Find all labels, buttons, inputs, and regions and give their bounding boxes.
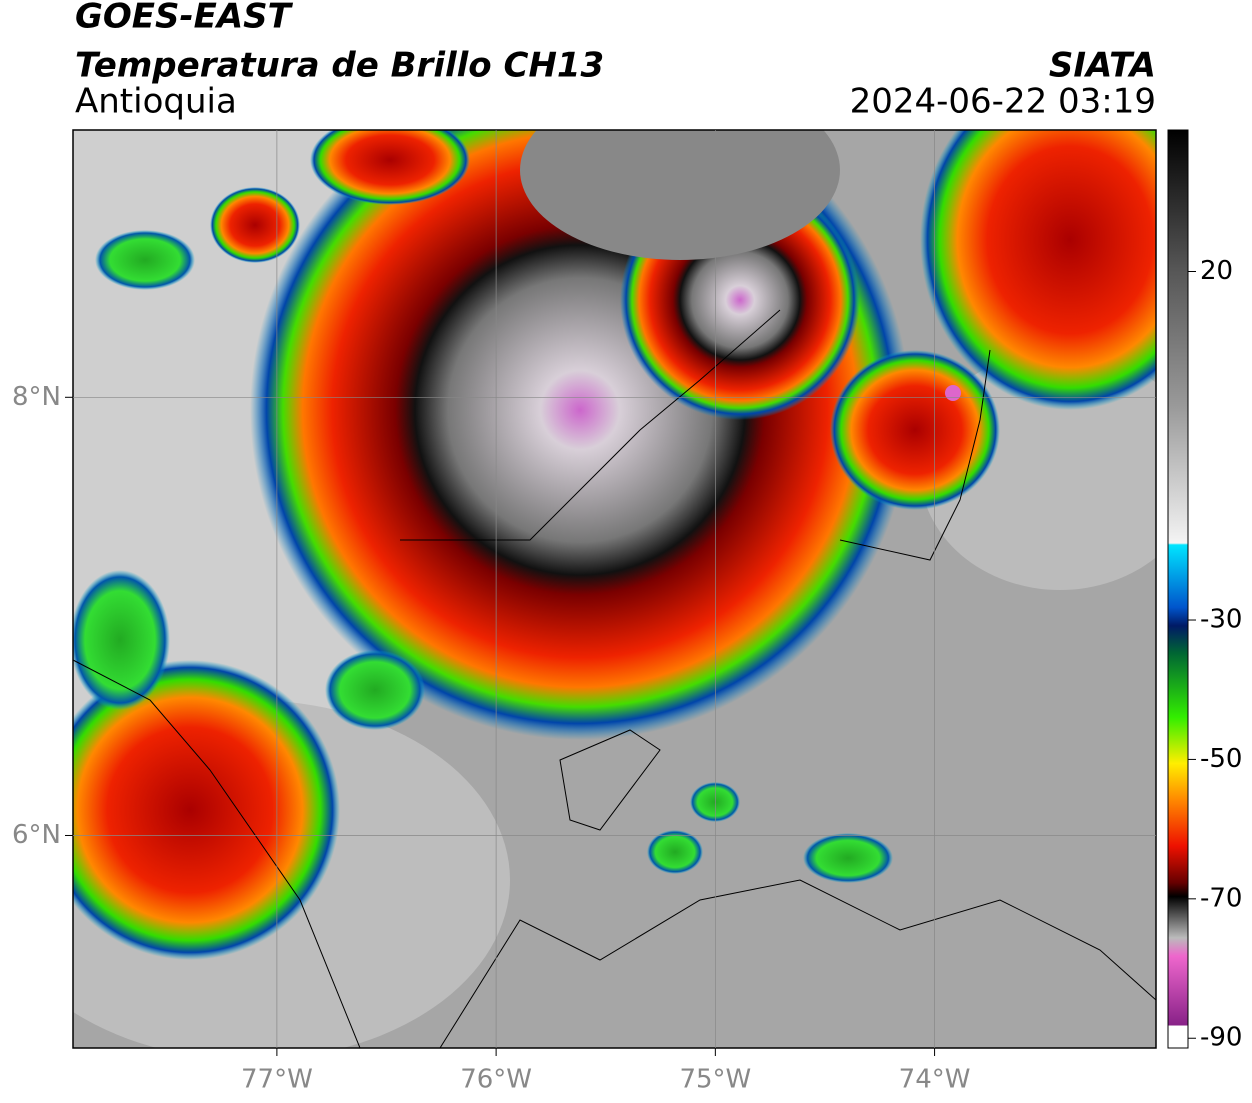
lat-tick-label: 6°N [12, 820, 61, 850]
colorbar-tick-label: -90 [1200, 1023, 1242, 1053]
colorbar [1167, 129, 1189, 1049]
region: Antioquia [75, 82, 237, 122]
colorbar-tick-label: -50 [1200, 744, 1242, 774]
title: GOES-EAST [75, 0, 294, 37]
source: SIATA [1049, 46, 1156, 86]
colorbar-tick-label: 20 [1200, 256, 1233, 286]
lon-tick-label: 75°W [679, 1065, 751, 1095]
timestamp: 2024-06-22 03:19 [850, 82, 1156, 122]
lon-tick-label: 76°W [460, 1065, 532, 1095]
lat-tick-label: 8°N [12, 382, 61, 412]
subtitle: Temperatura de Brillo CH13 [75, 46, 604, 86]
satellite-image [73, 130, 1156, 1048]
colorbar-tick-label: -70 [1200, 883, 1242, 913]
lon-tick-label: 74°W [899, 1065, 971, 1095]
map-frame [72, 129, 1157, 1049]
colorbar-tick-label: -30 [1200, 605, 1242, 635]
lon-tick-label: 77°W [241, 1065, 313, 1095]
